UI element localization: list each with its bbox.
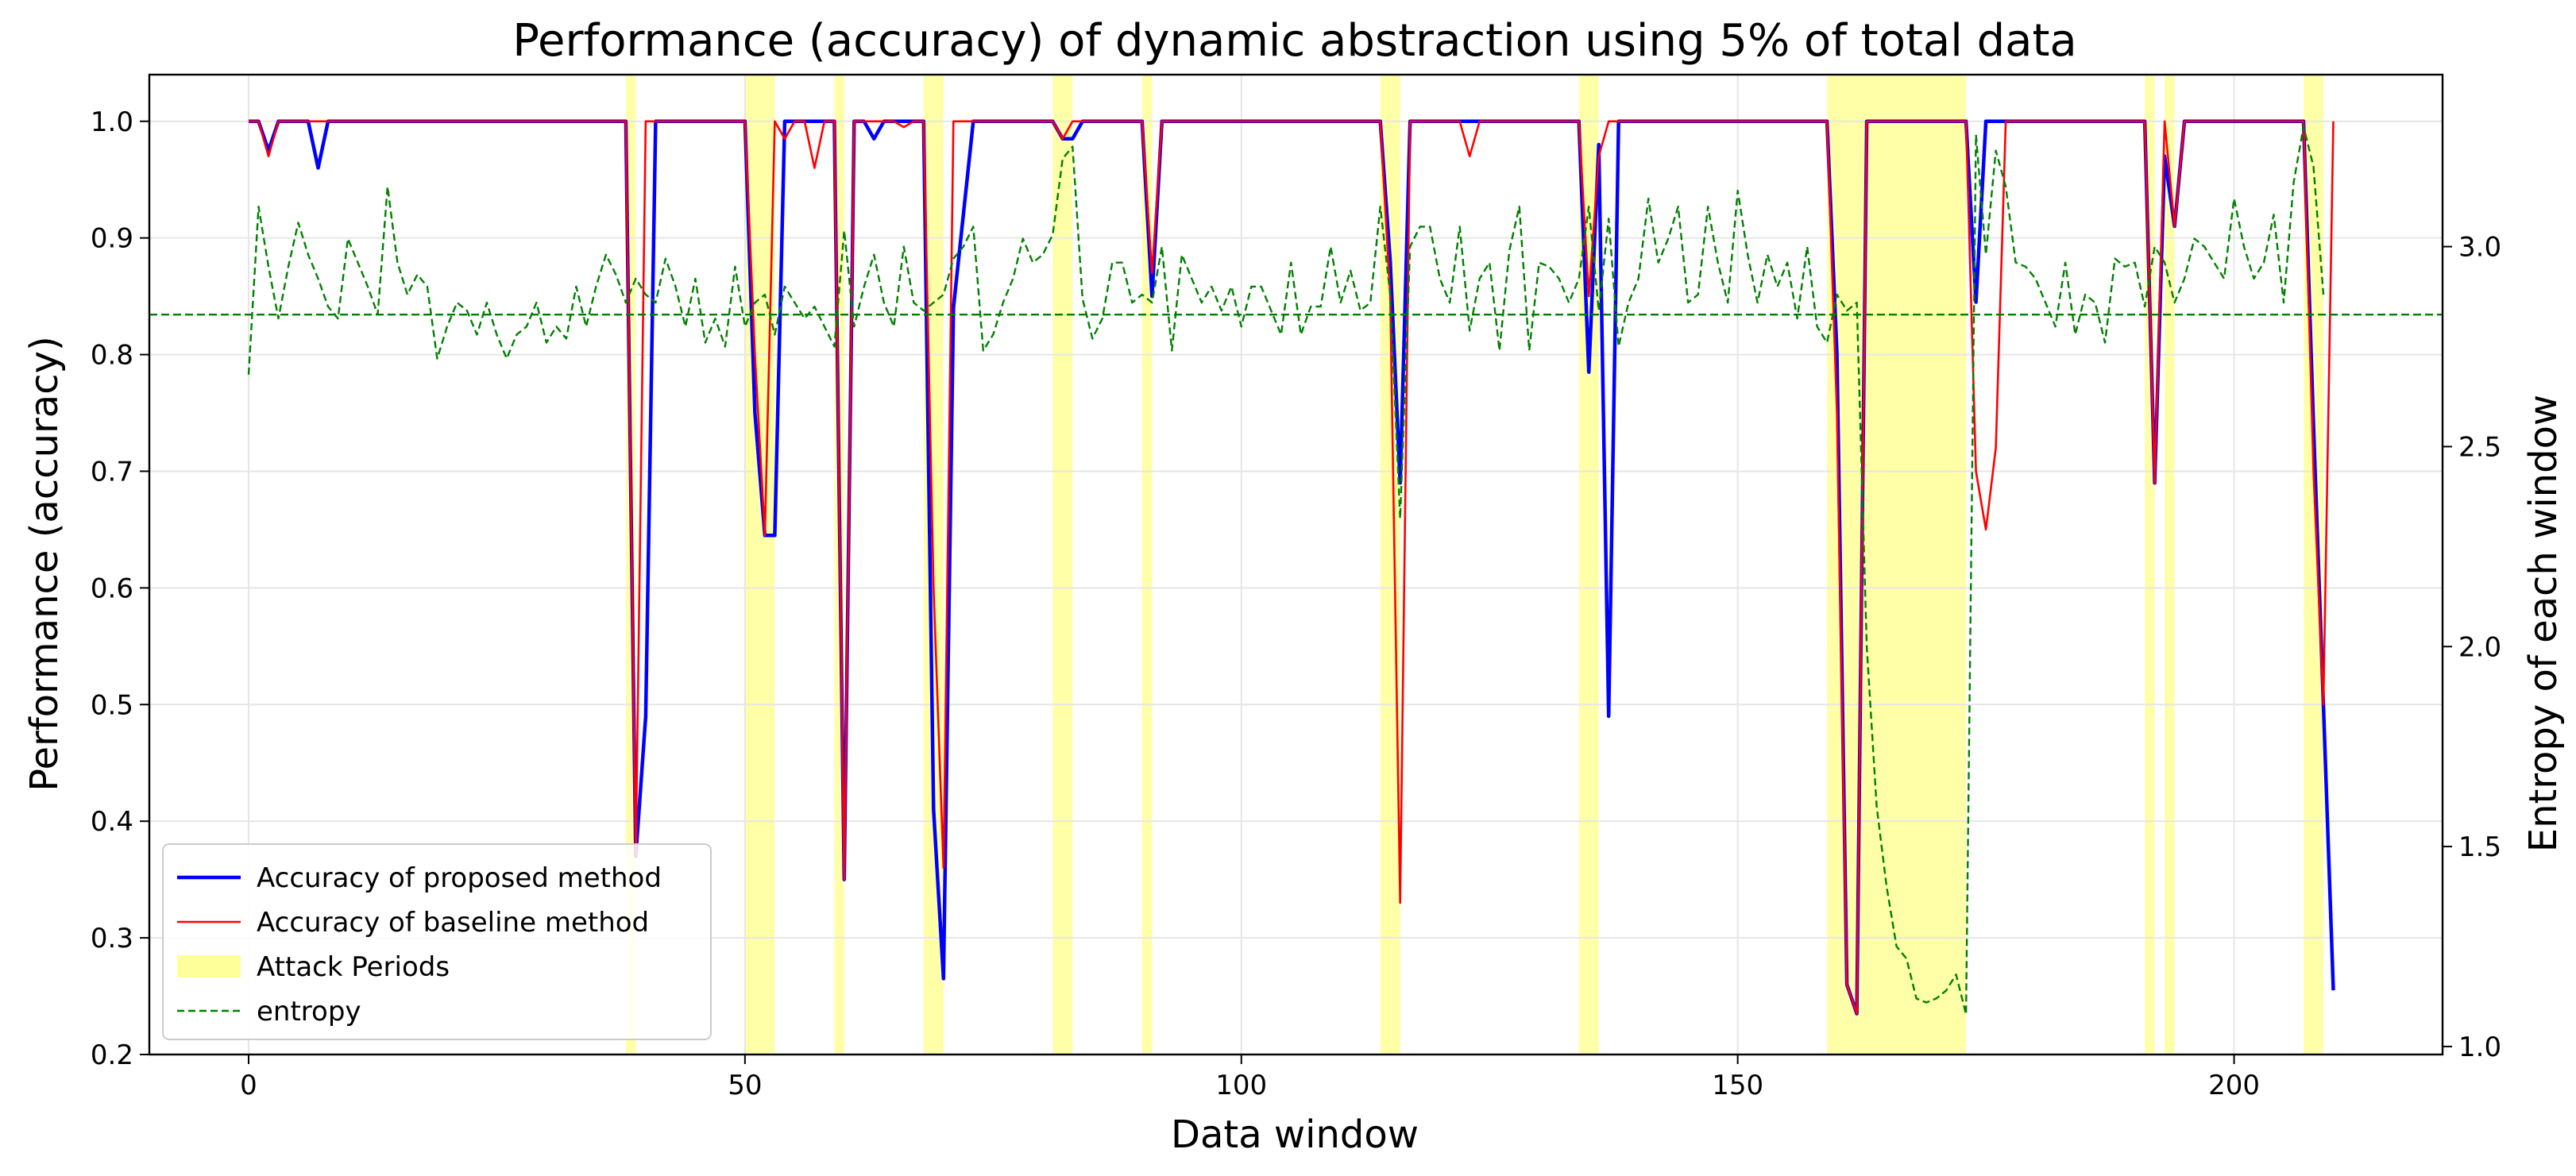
y2-tick-label-4: 3.0	[2458, 232, 2501, 264]
y2-tick-label-2: 2.0	[2458, 631, 2501, 663]
series-line-2	[247, 125, 2325, 1016]
legend-label-2: Attack Periods	[257, 951, 450, 983]
x-tick-label-4: 200	[2208, 1070, 2260, 1101]
y-tick-label-0: 0.2	[91, 1039, 133, 1071]
legend-box	[162, 843, 712, 1040]
y2-tick-label-3: 2.5	[2458, 431, 2501, 463]
attack-period-span-5	[1141, 75, 1153, 1055]
x-tick-label-2: 100	[1215, 1070, 1267, 1101]
x-axis-label: Data window	[1171, 1112, 1419, 1157]
y-axis-label: Performance (accuracy)	[22, 336, 67, 791]
chart-title: Performance (accuracy) of dynamic abstra…	[512, 15, 2076, 67]
y2-tick-label-1: 1.5	[2458, 831, 2501, 863]
y-tick-label-2: 0.4	[91, 806, 133, 838]
legend: Accuracy of proposed method Accuracy of b…	[162, 843, 712, 1040]
y-tick-label-8: 1.0	[91, 106, 133, 138]
y-tick-label-3: 0.5	[91, 689, 133, 721]
legend-swatch-2	[177, 955, 241, 977]
attack-period-span-8	[1827, 75, 1967, 1055]
y2-tick-label-0: 1.0	[2458, 1031, 2501, 1063]
x-tick-label-0: 0	[240, 1070, 257, 1101]
x-tick-label-1: 50	[728, 1070, 762, 1101]
legend-label-1: Accuracy of baseline method	[257, 907, 649, 939]
series-line-1	[249, 120, 2335, 1015]
y-tick-label-7: 0.9	[91, 223, 133, 255]
attack-period-span-10	[2165, 75, 2175, 1055]
attack-period-span-6	[1380, 75, 1400, 1055]
y-tick-label-5: 0.7	[91, 456, 133, 488]
attack-period-span-4	[1052, 75, 1073, 1055]
y-tick-label-1: 0.3	[91, 923, 133, 954]
attack-period-span-9	[2145, 75, 2155, 1055]
y-tick-label-6: 0.8	[91, 340, 133, 372]
x-tick-label-3: 150	[1712, 1070, 1763, 1101]
y-tick-label-4: 0.6	[91, 573, 133, 604]
y2-axis-label: Entropy of each window	[2521, 395, 2566, 852]
plot-frame	[148, 73, 2444, 1056]
legend-label-0: Accuracy of proposed method	[257, 862, 662, 894]
series-lines	[149, 119, 2443, 1016]
legend-label-3: entropy	[257, 996, 361, 1028]
axes: 0 50 100 150 200 0.2 0.3 0.4 0.5 0.6 0.7 0.8 0.9 1.0 1…	[91, 73, 2501, 1101]
